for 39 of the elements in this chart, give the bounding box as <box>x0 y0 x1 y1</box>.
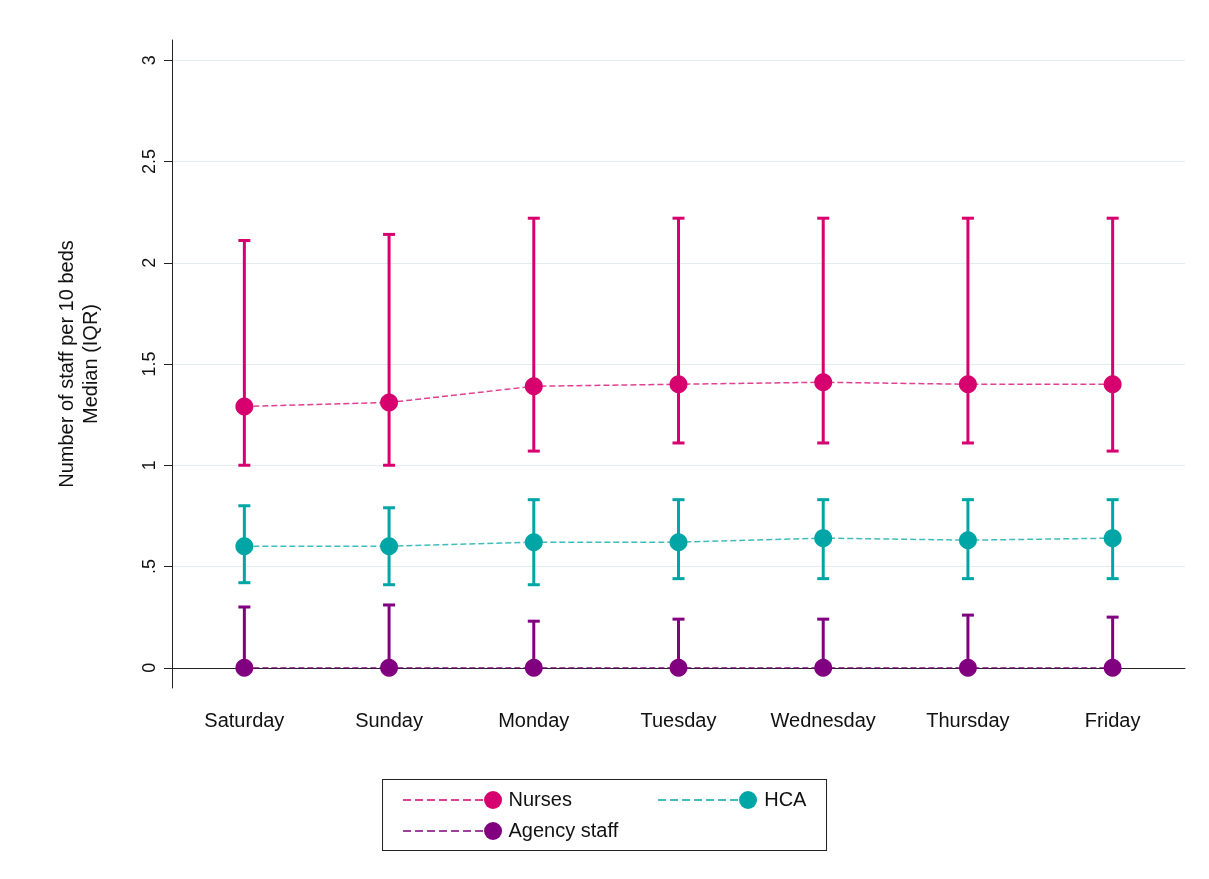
point <box>524 533 543 552</box>
point <box>380 393 399 412</box>
legend-label: HCA <box>764 788 807 811</box>
point <box>235 658 254 677</box>
point <box>380 658 399 677</box>
point <box>1103 529 1122 548</box>
y-tick-label: 1 <box>139 460 159 471</box>
x-tick-label: Saturday <box>204 709 285 731</box>
point <box>814 373 833 392</box>
x-tick-label: Tuesday <box>640 709 717 731</box>
point <box>1103 658 1122 677</box>
x-tick-label: Monday <box>498 709 570 731</box>
x-tick-label: Thursday <box>926 709 1010 731</box>
point <box>669 375 688 394</box>
point <box>524 658 543 677</box>
point <box>235 397 254 416</box>
legend-label: Agency staff <box>508 819 619 842</box>
point <box>524 377 543 396</box>
y-tick-label: 0 <box>139 662 159 673</box>
point <box>814 658 833 677</box>
point <box>1103 375 1122 394</box>
y-tick-label: 1.5 <box>139 351 159 377</box>
y-tick-label: 3 <box>139 55 159 66</box>
point <box>669 533 688 552</box>
x-tick-label: Friday <box>1084 709 1141 731</box>
point <box>814 529 833 548</box>
y-tick-label: .5 <box>139 558 159 575</box>
point <box>958 375 977 394</box>
legend-label: Nurses <box>508 788 572 811</box>
point <box>235 537 254 556</box>
x-tick-label: Sunday <box>355 709 423 731</box>
point <box>669 658 688 677</box>
y-axis-title: Number of staff per 10 beds Median (IQR) <box>55 240 101 488</box>
x-tick-label: Wednesday <box>770 709 876 731</box>
point <box>380 537 399 556</box>
y-tick-label: 2 <box>139 257 159 268</box>
y-tick-label: 2.5 <box>139 148 159 175</box>
point <box>958 658 977 677</box>
point <box>958 531 977 550</box>
